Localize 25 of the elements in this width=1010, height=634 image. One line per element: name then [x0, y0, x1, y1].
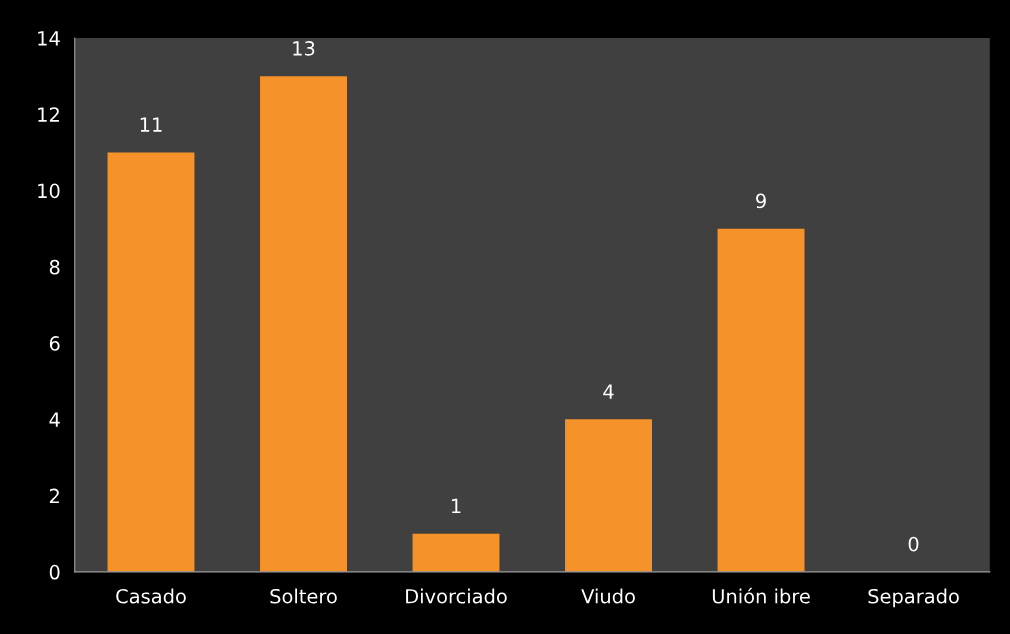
bar	[565, 419, 652, 572]
bar	[412, 533, 500, 572]
x-tick-label: Separado	[868, 588, 959, 608]
y-tick-label: 4	[49, 412, 60, 427]
data-label: 0	[908, 536, 919, 552]
data-label: 9	[756, 193, 766, 209]
x-tick-label: Casado	[116, 588, 186, 604]
data-label: 11	[140, 117, 162, 132]
y-tick-label: 8	[49, 259, 60, 275]
y-tick-label: 2	[49, 488, 59, 503]
y-tick-label: 10	[38, 183, 60, 199]
x-tick-label: Soltero	[270, 588, 337, 604]
x-tick-label: Divorciado	[406, 588, 507, 604]
x-tick-label: Unión ibre	[712, 587, 810, 604]
y-tick-label: 12	[38, 107, 59, 122]
bar	[260, 76, 347, 572]
bar	[717, 228, 805, 572]
x-tick-label: Viudo	[581, 588, 635, 604]
data-label: 1	[451, 498, 461, 514]
bar	[107, 152, 195, 572]
data-label: 4	[603, 384, 614, 399]
y-tick-label: 6	[49, 336, 60, 351]
y-tick-label: 14	[38, 31, 60, 46]
data-label: 13	[293, 41, 315, 56]
y-tick-label: 0	[49, 564, 60, 580]
